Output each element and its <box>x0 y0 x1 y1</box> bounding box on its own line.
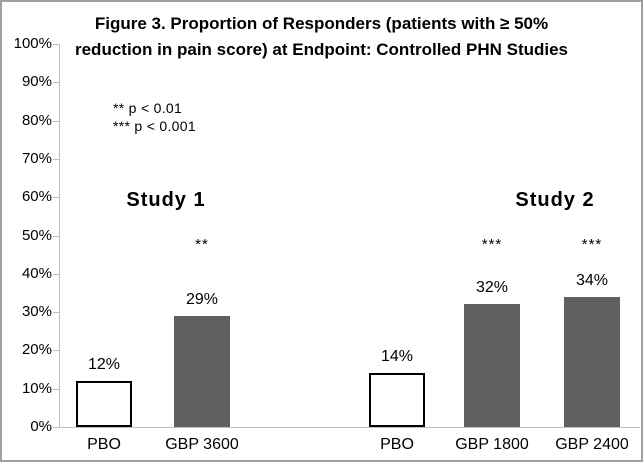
significance-marker: *** <box>481 236 503 253</box>
y-axis-tick-label: 60% <box>21 188 52 205</box>
y-axis-tick-label: 30% <box>21 303 52 320</box>
y-axis-tick <box>53 312 59 313</box>
y-axis-tick-label: 20% <box>21 341 52 358</box>
bar-value-label: 14% <box>380 348 414 365</box>
bar-value-label: 29% <box>185 291 219 308</box>
bar-gbp-3600 <box>174 316 230 427</box>
y-axis-tick-label: 0% <box>30 418 52 435</box>
bar-value-label: 12% <box>87 356 121 373</box>
y-axis-tick-label: 100% <box>13 35 52 52</box>
chart-title-line-2: reduction in pain score) at Endpoint: Co… <box>74 40 569 59</box>
significance-marker: *** <box>581 236 603 253</box>
bar-pbo <box>369 373 425 427</box>
x-axis-category-label: GBP 3600 <box>165 436 239 453</box>
y-axis-tick <box>53 427 59 428</box>
y-axis-line <box>59 44 60 427</box>
study-2-group-label: Study 2 <box>515 189 595 211</box>
x-axis-category-label: PBO <box>87 436 121 453</box>
y-axis-tick <box>53 197 59 198</box>
chart-title: Figure 3. Proportion of Responders (pati… <box>2 11 641 63</box>
y-axis-tick-label: 80% <box>21 112 52 129</box>
y-axis-tick <box>53 159 59 160</box>
y-axis-tick-label: 50% <box>21 227 52 244</box>
bar-value-label: 34% <box>575 272 609 289</box>
x-axis-category-label: GBP 2400 <box>555 436 629 453</box>
bar-gbp-2400 <box>564 297 620 427</box>
y-axis-tick-label: 40% <box>21 265 52 282</box>
y-axis-tick <box>53 274 59 275</box>
study-1-group-label: Study 1 <box>126 189 206 211</box>
bar-gbp-1800 <box>464 304 520 427</box>
significance-note-line-2: *** p < 0.001 <box>113 118 196 134</box>
bar-pbo <box>76 381 132 427</box>
bar-value-label: 32% <box>475 279 509 296</box>
x-axis-category-label: GBP 1800 <box>455 436 529 453</box>
y-axis-tick <box>53 82 59 83</box>
y-axis-tick <box>53 44 59 45</box>
y-axis-tick <box>53 350 59 351</box>
y-axis-tick <box>53 121 59 122</box>
y-axis-tick-label: 90% <box>21 73 52 90</box>
x-axis-category-label: PBO <box>380 436 414 453</box>
significance-note-line-1: ** p < 0.01 <box>113 100 183 116</box>
x-axis-line <box>53 427 640 428</box>
significance-note: ** p < 0.01 *** p < 0.001 <box>113 99 196 135</box>
y-axis-tick-label: 70% <box>21 150 52 167</box>
y-axis-tick-label: 10% <box>21 380 52 397</box>
chart-title-line-1: Figure 3. Proportion of Responders (pati… <box>94 14 549 33</box>
y-axis-tick <box>53 236 59 237</box>
significance-marker: ** <box>195 236 209 253</box>
y-axis-tick <box>53 389 59 390</box>
